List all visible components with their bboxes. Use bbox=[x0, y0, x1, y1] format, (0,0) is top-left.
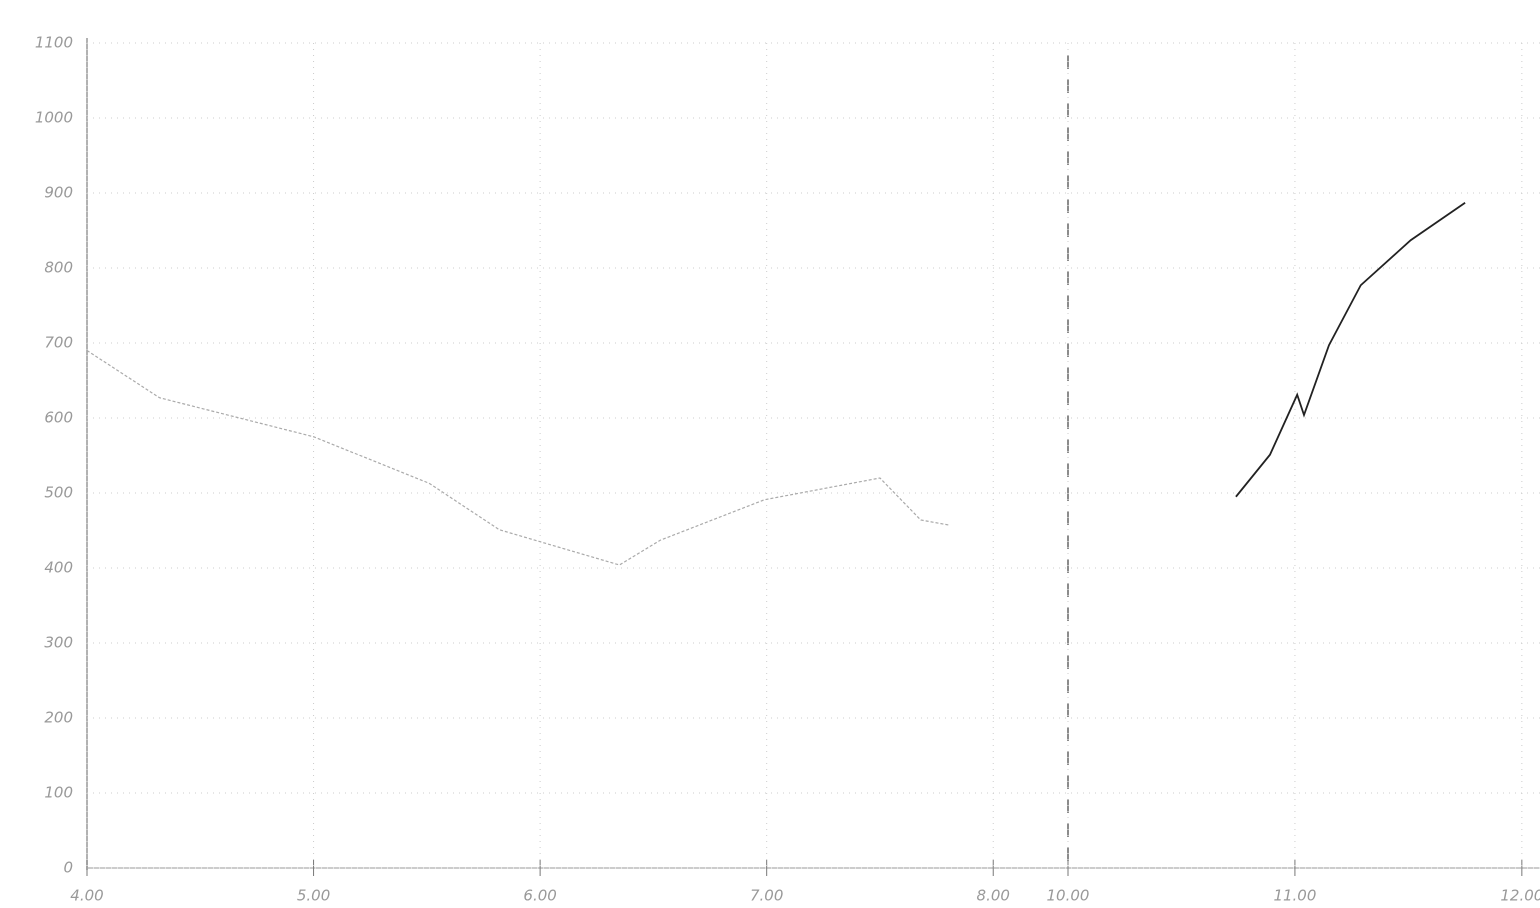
y-tick-label: 200 bbox=[44, 709, 73, 727]
data-line bbox=[1235, 202, 1466, 498]
y-tick-label: 500 bbox=[44, 484, 73, 502]
x-tick-label: 4.00 bbox=[70, 887, 103, 905]
y-tick-label: 300 bbox=[44, 634, 73, 652]
x-tick-label: 8.00 bbox=[977, 887, 1010, 905]
x-tick-label: 10.00 bbox=[1047, 887, 1090, 905]
y-tick-label: 600 bbox=[44, 409, 73, 427]
x-tick-label: 11.00 bbox=[1273, 887, 1316, 905]
x-tick-label: 5.00 bbox=[297, 887, 330, 905]
y-tick-label: 800 bbox=[44, 259, 73, 277]
y-tick-label: 100 bbox=[44, 784, 73, 802]
data-line bbox=[86, 349, 951, 566]
y-tick-label: 1100 bbox=[35, 34, 73, 52]
x-tick-label: 12.00 bbox=[1500, 887, 1540, 905]
y-tick-label: 0 bbox=[63, 859, 73, 877]
x-tick-label: 7.00 bbox=[750, 887, 783, 905]
x-tick-label: 6.00 bbox=[523, 887, 556, 905]
y-tick-label: 400 bbox=[44, 559, 73, 577]
y-tick-label: 1000 bbox=[35, 109, 73, 127]
y-tick-label: 700 bbox=[44, 334, 73, 352]
y-tick-label: 900 bbox=[44, 184, 73, 202]
